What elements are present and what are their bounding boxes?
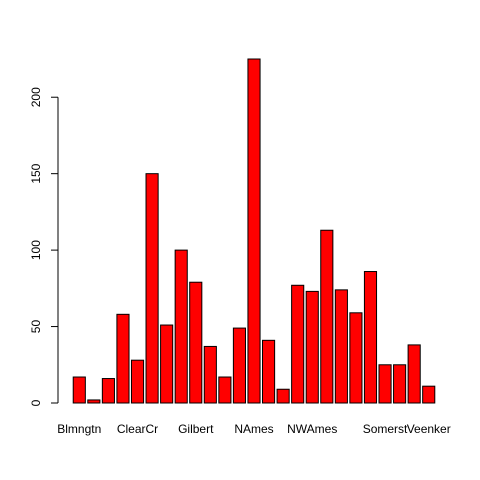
y-tick-label: 0 <box>29 399 43 406</box>
x-tick-label-gilbert: Gilbert <box>178 422 214 436</box>
y-tick-label: 50 <box>29 320 43 334</box>
bar-somerst <box>378 364 392 404</box>
bar-nwames <box>305 290 319 404</box>
bar-edwards <box>174 249 188 404</box>
bar-meadowv <box>218 376 232 404</box>
bar-collgcr <box>145 173 159 404</box>
bar-names <box>247 58 261 404</box>
bar-veenker <box>422 385 436 404</box>
bar-blueste <box>87 399 101 404</box>
y-tick-label: 100 <box>29 240 43 260</box>
bar-noridge <box>262 339 276 404</box>
bar-brkside <box>116 313 130 404</box>
bar-blmngtn <box>72 376 86 404</box>
bar-npkvill <box>276 388 290 404</box>
bar-timber <box>407 344 421 404</box>
x-tick-label-clearcr: ClearCr <box>117 422 158 436</box>
x-tick-label-nwames: NWAmes <box>287 422 337 436</box>
y-tick-label: 200 <box>29 87 43 107</box>
bar-sawyer <box>349 312 363 404</box>
y-axis: 0 50 100 150 200 <box>29 87 59 406</box>
bar-mitchel <box>232 327 247 404</box>
bar-brdale <box>101 378 115 404</box>
bar-oldtown <box>320 229 334 404</box>
x-tick-label-names: NAmes <box>234 422 273 436</box>
x-tick-label-somerst: Somerst <box>363 422 408 436</box>
y-tick-label: 150 <box>29 163 43 183</box>
bar-crawfor <box>160 324 174 404</box>
bar-swisu <box>334 289 348 404</box>
bar-sawyerw <box>363 271 378 404</box>
bar-gilbert <box>189 281 203 404</box>
bar-idotrr <box>203 345 217 404</box>
x-axis-labels: Blmngtn ClearCr Gilbert NAmes NWAmes Somerst V… <box>57 422 450 436</box>
bar-nridght <box>291 284 305 404</box>
x-tick-label-blmngtn: Blmngtn <box>57 422 101 436</box>
x-tick-label-veenker: Veenker <box>407 422 451 436</box>
bars <box>72 58 436 404</box>
bar-stonebr <box>393 364 407 404</box>
bar-clearcr <box>130 359 145 404</box>
